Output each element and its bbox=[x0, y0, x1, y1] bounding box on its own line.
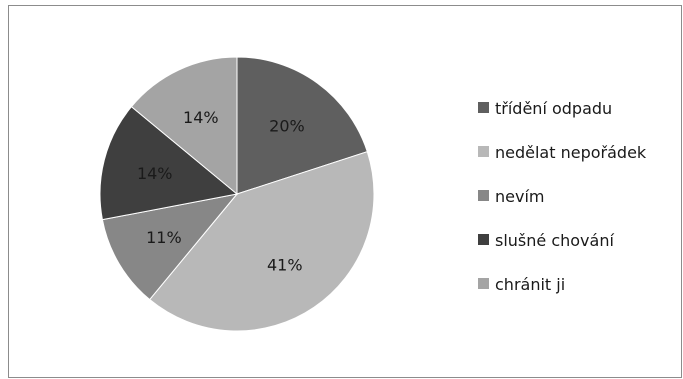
legend-label: nedělat nepořádek bbox=[495, 143, 647, 162]
pie-slice bbox=[148, 151, 375, 332]
slice-value-label: 41% bbox=[267, 255, 303, 274]
legend-label: chránit ji bbox=[495, 275, 565, 294]
legend-label: slušné chování bbox=[495, 231, 614, 250]
slice-value-label: 14% bbox=[183, 108, 219, 127]
pie-slice bbox=[236, 56, 368, 195]
pie-slice bbox=[101, 193, 239, 301]
pie-slices bbox=[99, 56, 375, 332]
slice-value-label: 11% bbox=[146, 228, 182, 247]
pie-data-labels: 20% 41% 11% 14% 14% bbox=[137, 108, 305, 274]
slice-value-label: 20% bbox=[269, 116, 305, 135]
legend-swatch bbox=[478, 102, 489, 113]
pie-slice bbox=[130, 56, 238, 196]
legend-label: nevím bbox=[495, 187, 544, 206]
legend-label: třídění odpadu bbox=[495, 99, 612, 118]
pie-slice bbox=[99, 105, 239, 221]
legend: třídění odpadu nedělat nepořádek nevím sluš… bbox=[478, 99, 647, 294]
legend-swatch bbox=[478, 146, 489, 157]
legend-swatch bbox=[478, 234, 489, 245]
legend-swatch bbox=[478, 278, 489, 289]
legend-swatch bbox=[478, 190, 489, 201]
slice-value-label: 14% bbox=[137, 164, 173, 183]
